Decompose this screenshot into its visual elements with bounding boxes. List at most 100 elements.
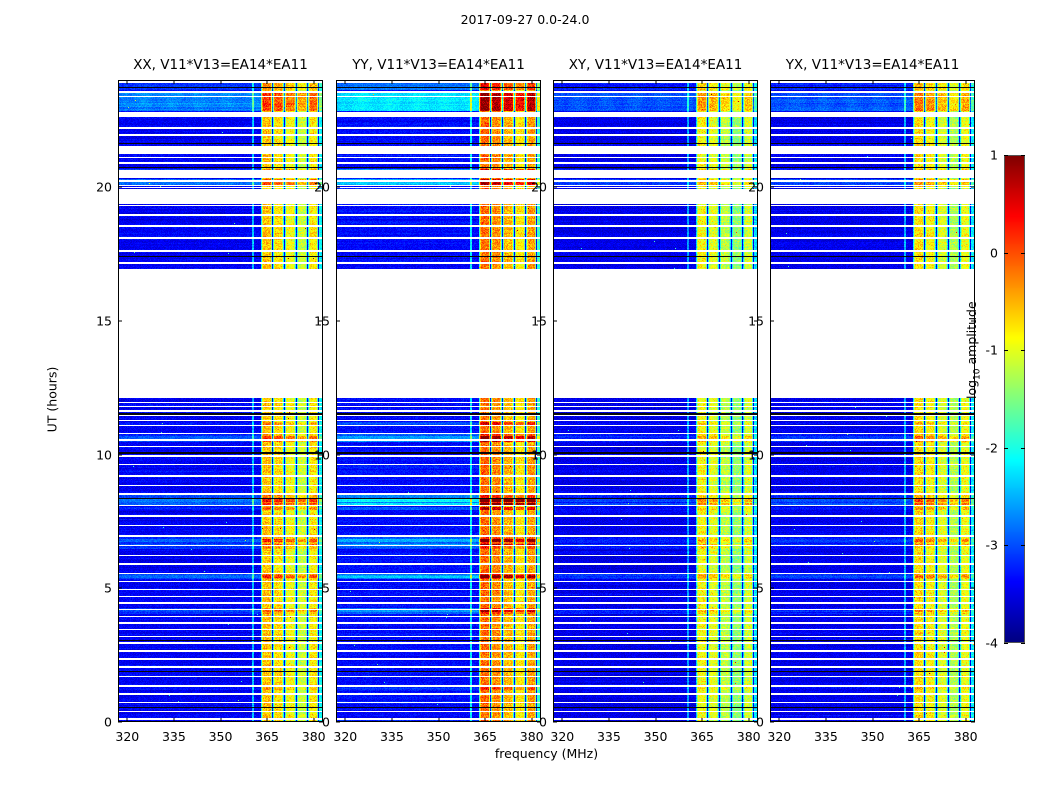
y-axis-label: UT (hours) <box>44 366 60 433</box>
xtick-label-yx-350: 350 <box>860 729 885 744</box>
ytick-mark-right-xx-0 <box>319 721 323 723</box>
xtick-label-xy-350: 350 <box>643 729 668 744</box>
xtick-label-yy-335: 335 <box>379 729 404 744</box>
ytick-mark-yx-5 <box>770 587 774 589</box>
xtick-mark-xy-380 <box>748 718 750 722</box>
colorbar-tick-mark-right-0 <box>1021 252 1025 254</box>
xtick-mark-top-yx-335 <box>825 80 827 84</box>
xtick-mark-top-yx-320 <box>778 80 780 84</box>
panel-title-yy: YY, V11*V13=EA14*EA11 <box>352 57 525 73</box>
colorbar-tick-mark--2 <box>1004 447 1008 449</box>
ytick-mark-right-xy-10 <box>754 454 758 455</box>
colorbar: -4 -3 -2 -1 0 1 <box>986 148 1025 651</box>
xtick-mark-top-xx-365 <box>266 80 268 84</box>
waterfall-image-yx <box>770 80 975 722</box>
colorbar-tick-mark-right--4 <box>1021 643 1025 644</box>
xtick-label-yx-335: 335 <box>813 729 838 744</box>
ytick-label-yx-20: 20 <box>748 179 764 195</box>
ytick-label-xx-5: 5 <box>104 580 112 596</box>
ytick-mark-yx-20 <box>770 186 774 188</box>
ytick-label-xx-20: 20 <box>96 179 112 195</box>
xtick-mark-top-yy-320 <box>344 80 346 84</box>
ytick-label-xy-10: 10 <box>531 447 547 462</box>
xtick-mark-yx-380 <box>965 718 967 722</box>
ytick-mark-right-yx-0 <box>971 721 975 723</box>
ytick-mark-right-yx-10 <box>971 454 975 455</box>
colorbar-tick-mark--3 <box>1004 545 1008 547</box>
x-axis-label: frequency (MHz) <box>494 746 599 761</box>
xtick-mark-top-yy-350 <box>438 80 439 84</box>
figure-suptitle: 2017-09-27 0.0-24.0 <box>460 12 590 27</box>
xtick-mark-top-xy-335 <box>608 80 610 84</box>
xtick-mark-xy-350 <box>655 718 656 722</box>
ytick-mark-right-yy-10 <box>537 454 541 455</box>
xtick-mark-yy-350 <box>438 718 439 722</box>
xtick-label-yy-365: 365 <box>473 729 498 744</box>
xtick-mark-yy-335 <box>391 718 393 722</box>
ytick-mark-right-yy-0 <box>537 721 541 723</box>
ytick-label-xy-15: 15 <box>531 313 547 329</box>
ytick-label-yx-0: 0 <box>756 714 764 730</box>
xtick-label-yx-320: 320 <box>767 729 792 744</box>
ytick-mark-xx-15 <box>118 320 122 322</box>
ytick-mark-right-xy-0 <box>754 721 758 723</box>
xtick-label-xy-365: 365 <box>690 729 715 744</box>
colorbar-label: log10 amplitude <box>964 301 983 399</box>
xtick-mark-xx-350 <box>220 718 221 722</box>
xtick-mark-xy-320 <box>561 718 563 722</box>
xtick-mark-top-xy-365 <box>701 80 703 84</box>
ytick-mark-xx-20 <box>118 186 122 188</box>
ytick-mark-right-yx-15 <box>971 320 975 322</box>
ytick-mark-xy-15 <box>553 320 557 322</box>
colorbar-tick-label--3: -3 <box>985 537 998 553</box>
panel-xx: XX, V11*V13=EA14*EA11 0 5 10 15 20 320 335 350 36… <box>96 57 326 744</box>
xtick-label-xx-320: 320 <box>115 729 140 744</box>
ytick-label-yy-15: 15 <box>314 313 330 329</box>
ytick-label-yx-5: 5 <box>756 580 764 596</box>
colorbar-tick-mark-0 <box>1004 252 1008 254</box>
colorbar-gradient <box>1004 155 1025 643</box>
waterfall-image-yy <box>336 80 541 722</box>
colorbar-tick-mark--4 <box>1004 643 1008 644</box>
xtick-mark-yx-350 <box>872 718 873 722</box>
ytick-mark-xy-5 <box>553 587 557 589</box>
panel-xy: XY, V11*V13=EA14*EA11 0 5 10 15 20 320 335 350 36… <box>531 57 761 744</box>
xtick-mark-top-xy-350 <box>655 80 656 84</box>
panel-title-xx: XX, V11*V13=EA14*EA11 <box>133 57 308 73</box>
colorbar-tick-label-0: 0 <box>990 245 998 261</box>
xtick-mark-top-xy-320 <box>561 80 563 84</box>
xtick-mark-yy-365 <box>484 718 486 722</box>
xtick-mark-top-xx-350 <box>220 80 221 84</box>
colorbar-tick-label--2: -2 <box>985 440 998 456</box>
xtick-mark-xx-365 <box>266 718 268 722</box>
xtick-mark-yx-320 <box>778 718 780 722</box>
xtick-label-yx-380: 380 <box>953 729 978 744</box>
ytick-mark-right-yx-20 <box>971 186 975 188</box>
xtick-mark-top-yx-380 <box>965 80 967 84</box>
xtick-mark-top-xy-380 <box>748 80 750 84</box>
ytick-label-yy-0: 0 <box>322 714 330 730</box>
ytick-mark-right-yx-5 <box>971 587 975 589</box>
ytick-label-yy-5: 5 <box>322 580 330 596</box>
ytick-mark-xx-10 <box>118 454 122 455</box>
ytick-label-xx-15: 15 <box>96 313 112 329</box>
xtick-label-xy-380: 380 <box>736 729 761 744</box>
ytick-label-xy-20: 20 <box>531 179 547 195</box>
xtick-mark-top-yy-335 <box>391 80 393 84</box>
ytick-mark-yx-15 <box>770 320 774 322</box>
ytick-mark-xx-0 <box>118 721 122 723</box>
ytick-label-yx-10: 10 <box>748 447 764 462</box>
ytick-mark-right-xy-5 <box>754 587 758 589</box>
ytick-mark-xy-10 <box>553 454 557 455</box>
colorbar-tick-mark-right--1 <box>1021 350 1025 352</box>
ytick-mark-right-xx-10 <box>319 454 323 455</box>
xtick-mark-yx-365 <box>918 718 920 722</box>
colorbar-tick-label--1: -1 <box>985 342 998 358</box>
ytick-mark-right-yy-20 <box>537 186 541 188</box>
xtick-mark-top-xx-320 <box>126 80 128 84</box>
xtick-mark-top-xx-380 <box>313 80 315 84</box>
ytick-mark-yy-20 <box>336 186 340 188</box>
ytick-mark-right-xy-20 <box>754 186 758 188</box>
ytick-mark-yy-10 <box>336 454 340 455</box>
